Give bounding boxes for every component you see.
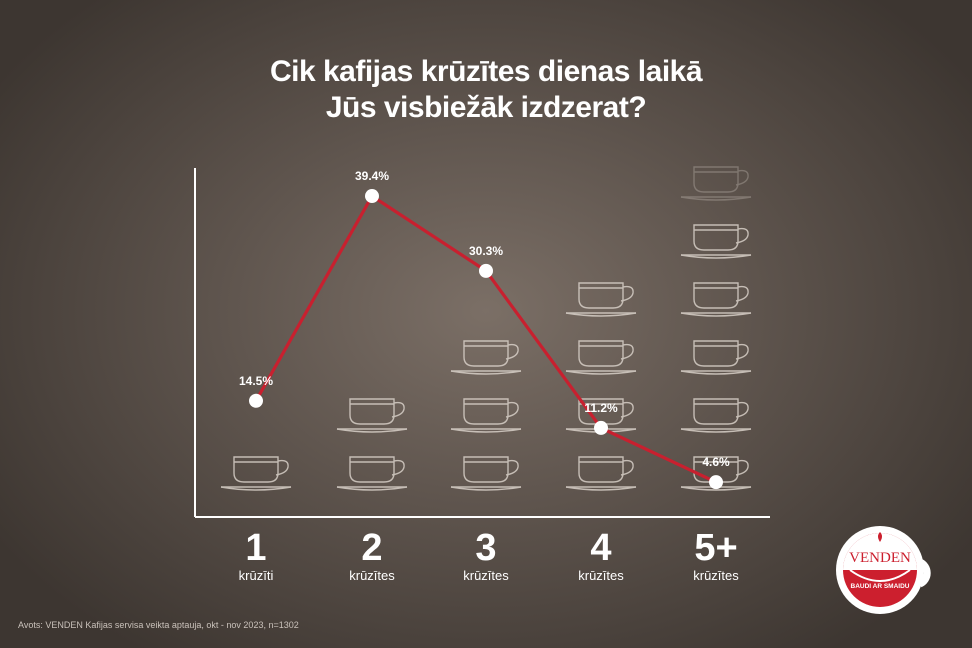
category-unit: krūzīti: [238, 568, 274, 583]
category-number: 3: [475, 527, 497, 569]
category-label: 1 krūzīti: [211, 527, 301, 583]
data-label: 30.3%: [469, 244, 503, 258]
category-number: 1: [245, 527, 267, 569]
data-point: [249, 393, 263, 408]
coffee-cup-icon: [680, 224, 752, 259]
category-number: 4: [590, 527, 612, 569]
coffee-cup-icon: [565, 282, 637, 317]
chart-title: Cik kafijas krūzītes dienas laikā Jūs vi…: [0, 54, 972, 126]
coffee-cup-icon: [336, 456, 408, 491]
coffee-cup-icon: [450, 456, 522, 491]
coffee-cup-icon: [565, 340, 637, 375]
title-line-1: Cik kafijas krūzītes dienas laikā: [269, 55, 703, 88]
coffee-cup-icon: [680, 166, 752, 201]
data-point: [479, 263, 493, 278]
coffee-cup-icon: [680, 456, 752, 491]
coffee-cup-icon: [565, 456, 637, 491]
data-point: [594, 420, 608, 435]
coffee-cup-icon: [680, 398, 752, 433]
category-label: 2 krūzītes: [327, 527, 417, 583]
data-label: 11.2%: [584, 401, 618, 415]
coffee-cup-icon: [220, 456, 292, 491]
source-note: Avots: VENDEN Kafijas servisa veikta apt…: [18, 620, 299, 630]
coffee-cup-icon: [450, 340, 522, 375]
coffee-cup-icon: [336, 398, 408, 433]
data-label: 4.6%: [702, 455, 730, 469]
data-point: [709, 475, 723, 490]
category-label: 3 krūzītes: [441, 527, 531, 583]
title-line-2: Jūs visbiežāk izdzerat?: [325, 91, 647, 124]
category-unit: krūzītes: [578, 568, 624, 583]
coffee-cup-icon: [450, 398, 522, 433]
category-label: 5+ krūzītes: [671, 527, 761, 583]
data-label: 39.4%: [355, 169, 389, 183]
logo-slogan: BAUDI AR SMAIDU: [851, 583, 910, 590]
category-label: 4 krūzītes: [556, 527, 646, 583]
data-point: [365, 189, 379, 204]
category-unit: krūzītes: [463, 568, 509, 583]
category-number: 5+: [694, 527, 738, 569]
category-number: 2: [361, 527, 383, 569]
logo-wordmark: VENDEN: [849, 550, 911, 566]
series-line: [254, 194, 717, 484]
venden-logo: VENDEN BAUDI AR SMAIDU: [836, 526, 931, 614]
coffee-cup-icon: [680, 282, 752, 317]
coffee-cup-icon: [680, 340, 752, 375]
category-unit: krūzītes: [349, 568, 395, 583]
category-unit: krūzītes: [693, 568, 739, 583]
data-label: 14.5%: [239, 374, 273, 388]
